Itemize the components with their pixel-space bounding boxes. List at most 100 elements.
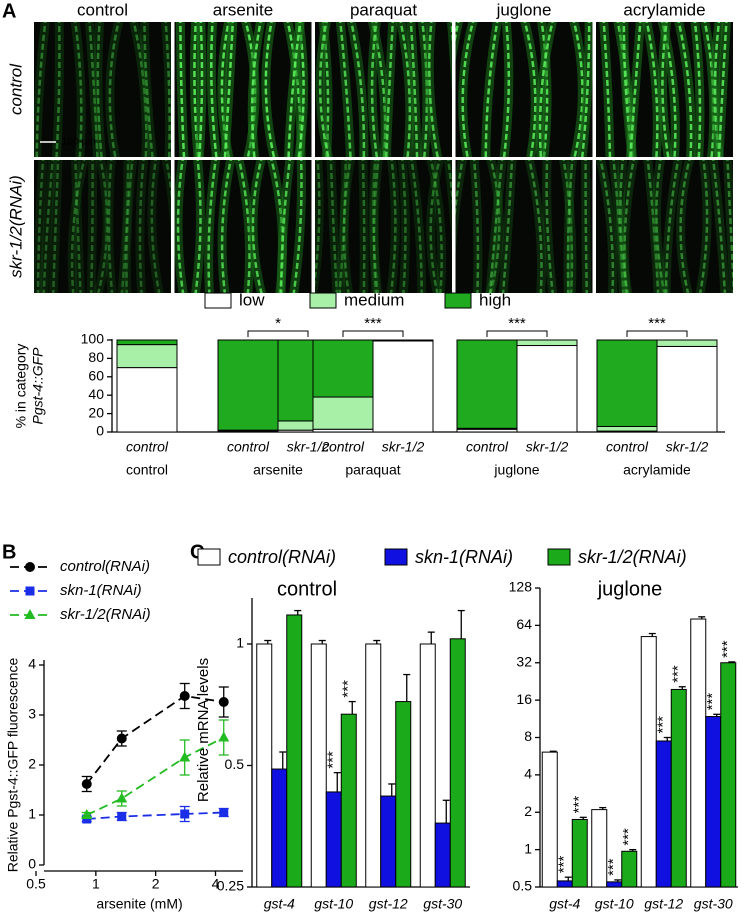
worm-core bbox=[401, 160, 407, 293]
significance-label: *** bbox=[508, 315, 526, 332]
worm-core bbox=[138, 160, 145, 293]
legend-swatch bbox=[444, 292, 472, 309]
worm-core bbox=[73, 22, 83, 157]
y-axis-label: % in category bbox=[13, 344, 29, 429]
scale-bar-label: 100 µm bbox=[62, 137, 96, 148]
worm bbox=[39, 160, 58, 293]
worm-core bbox=[523, 22, 537, 157]
micrograph bbox=[596, 22, 733, 157]
bar bbox=[434, 822, 451, 888]
worm-core bbox=[36, 160, 45, 293]
worm-core bbox=[361, 160, 366, 293]
y-tick-label: 8 bbox=[524, 728, 532, 744]
legend-marker bbox=[24, 609, 36, 619]
y-tick-label: 0 bbox=[96, 423, 104, 439]
x-tick-label: gst-12 bbox=[369, 896, 408, 912]
worm-core bbox=[210, 22, 218, 157]
worm bbox=[34, 160, 48, 293]
worm-core bbox=[97, 160, 109, 293]
x-tick-label: gst-30 bbox=[423, 896, 462, 912]
micrograph: 100 µm bbox=[34, 22, 171, 157]
panel-label: B bbox=[2, 541, 16, 563]
worm bbox=[485, 160, 507, 293]
worm-core bbox=[385, 22, 395, 157]
bar-segment bbox=[372, 339, 434, 342]
image-bg bbox=[34, 160, 171, 293]
y-tick-label: 0.25 bbox=[217, 878, 244, 894]
worm-core bbox=[318, 22, 330, 157]
y-tick-label: 64 bbox=[516, 616, 532, 632]
worm bbox=[358, 160, 369, 293]
legend-label: skn-1(RNAi) bbox=[60, 582, 142, 599]
worm bbox=[84, 22, 102, 157]
worm-core bbox=[612, 160, 625, 293]
bar-segment bbox=[312, 339, 374, 398]
bar bbox=[640, 636, 657, 888]
worm-core bbox=[545, 160, 554, 293]
bar bbox=[449, 638, 466, 888]
bar-segment bbox=[116, 344, 178, 369]
bar-segment bbox=[456, 339, 518, 429]
legend-label: high bbox=[479, 290, 511, 309]
column-label: arsenite bbox=[213, 0, 273, 19]
legend-label: control(RNAi) bbox=[228, 547, 336, 567]
bar bbox=[670, 688, 687, 888]
worm-core bbox=[132, 22, 148, 157]
worm bbox=[455, 160, 468, 258]
worm-core bbox=[90, 160, 94, 293]
worm bbox=[651, 160, 670, 293]
y-axis-label: Relative Pgst-4::GFP fluorescence bbox=[5, 658, 21, 873]
worm bbox=[117, 160, 133, 293]
column-label: juglone bbox=[496, 0, 552, 19]
bar-segment bbox=[656, 339, 718, 347]
bar-segment bbox=[116, 339, 178, 346]
worm-core bbox=[566, 160, 574, 293]
image-bg bbox=[596, 160, 733, 293]
worm-core bbox=[472, 160, 480, 293]
panel-label: A bbox=[2, 0, 16, 22]
image-bg bbox=[455, 160, 593, 293]
worm-core bbox=[55, 22, 61, 157]
x-tick-label: gst-10 bbox=[314, 896, 353, 912]
x-tick-label: 1 bbox=[92, 876, 100, 892]
y-tick-label: 2 bbox=[524, 803, 532, 819]
worm-core bbox=[339, 22, 352, 157]
worm-core bbox=[646, 160, 660, 293]
worm bbox=[426, 160, 445, 293]
worm bbox=[443, 160, 452, 246]
chart-title: control bbox=[277, 578, 337, 600]
worm-core bbox=[250, 22, 262, 157]
worm bbox=[105, 22, 124, 157]
series-line bbox=[86, 736, 225, 816]
worm-core bbox=[251, 160, 263, 293]
bar bbox=[256, 643, 273, 888]
bar bbox=[271, 768, 288, 888]
y-tick-label: 1 bbox=[28, 806, 36, 822]
worm bbox=[563, 160, 577, 293]
worm-core bbox=[428, 22, 439, 157]
worm bbox=[581, 160, 592, 293]
worm-core bbox=[143, 22, 154, 157]
micrograph bbox=[455, 160, 593, 293]
worm-core bbox=[664, 160, 680, 293]
worm bbox=[104, 160, 117, 293]
x-tick-label: 4 bbox=[212, 876, 220, 892]
micrograph bbox=[34, 160, 171, 293]
y-tick-label: 3 bbox=[28, 706, 36, 722]
worm bbox=[315, 160, 324, 293]
worm bbox=[93, 160, 112, 293]
worm bbox=[52, 22, 64, 157]
worm bbox=[695, 160, 712, 293]
y-tick-label: 0 bbox=[28, 856, 36, 872]
bar bbox=[340, 713, 357, 888]
bar-segment bbox=[596, 339, 658, 427]
y-axis-label: Pgst-4::GFP bbox=[30, 347, 46, 425]
worm-core bbox=[279, 160, 292, 293]
worm-core bbox=[661, 22, 677, 157]
worm bbox=[485, 160, 504, 293]
worm-core bbox=[429, 160, 443, 293]
y-tick-label: 20 bbox=[88, 404, 104, 420]
worm bbox=[67, 160, 89, 293]
worm bbox=[48, 160, 63, 293]
worm-core bbox=[661, 22, 670, 157]
